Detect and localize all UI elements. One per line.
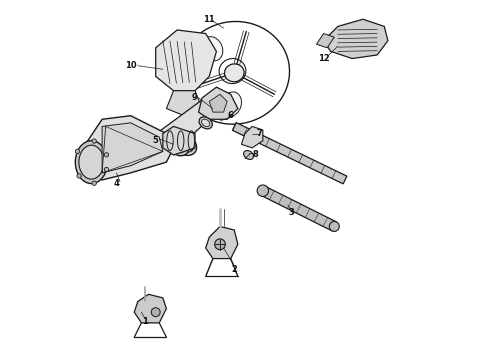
Ellipse shape — [75, 141, 107, 184]
Ellipse shape — [92, 181, 97, 185]
Text: 4: 4 — [114, 179, 120, 188]
Ellipse shape — [151, 308, 160, 317]
Ellipse shape — [175, 136, 193, 152]
Ellipse shape — [75, 149, 79, 154]
Ellipse shape — [329, 221, 339, 231]
Text: 8: 8 — [253, 150, 259, 159]
Ellipse shape — [215, 239, 225, 249]
Text: 10: 10 — [125, 61, 137, 70]
Polygon shape — [167, 91, 202, 116]
Ellipse shape — [77, 174, 81, 178]
Text: 11: 11 — [203, 15, 215, 24]
Text: 12: 12 — [318, 54, 329, 63]
Polygon shape — [261, 186, 337, 231]
Polygon shape — [102, 123, 163, 173]
Ellipse shape — [202, 37, 223, 61]
Text: 3: 3 — [289, 208, 294, 217]
Text: 9: 9 — [192, 93, 198, 102]
Polygon shape — [317, 33, 334, 48]
Polygon shape — [155, 91, 225, 154]
Polygon shape — [232, 122, 347, 184]
Ellipse shape — [199, 117, 212, 129]
Ellipse shape — [104, 153, 109, 157]
Polygon shape — [209, 94, 227, 112]
Polygon shape — [163, 126, 195, 155]
Ellipse shape — [171, 139, 185, 153]
Text: 2: 2 — [231, 265, 237, 274]
Text: 5: 5 — [153, 136, 159, 145]
Ellipse shape — [172, 133, 196, 156]
Text: 7: 7 — [256, 129, 262, 138]
Ellipse shape — [224, 64, 244, 82]
Ellipse shape — [201, 119, 210, 126]
Ellipse shape — [104, 167, 109, 172]
Ellipse shape — [167, 136, 189, 156]
Polygon shape — [323, 19, 388, 59]
Text: 1: 1 — [142, 316, 148, 325]
Polygon shape — [206, 226, 238, 258]
Text: 6: 6 — [228, 111, 234, 120]
Polygon shape — [242, 126, 263, 148]
Ellipse shape — [257, 185, 269, 197]
Polygon shape — [81, 116, 173, 180]
Polygon shape — [198, 87, 238, 119]
Ellipse shape — [92, 139, 97, 143]
Polygon shape — [156, 30, 217, 91]
Ellipse shape — [244, 150, 253, 159]
Polygon shape — [134, 294, 167, 323]
Ellipse shape — [79, 145, 104, 179]
Ellipse shape — [221, 92, 242, 116]
